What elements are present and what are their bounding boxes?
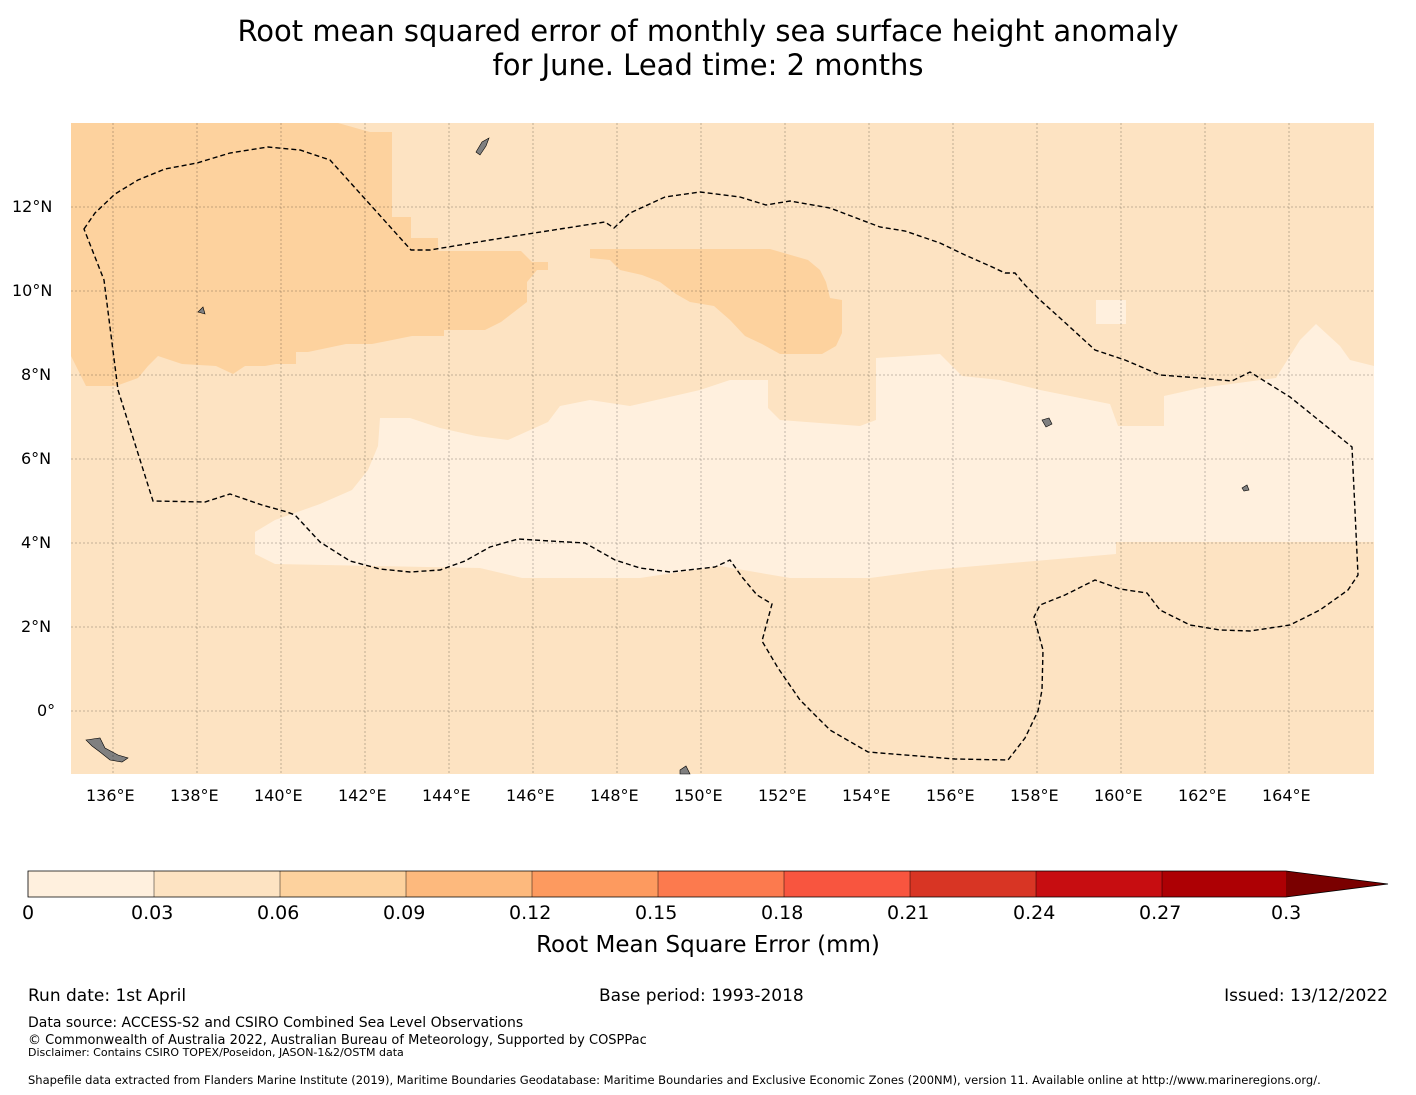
colorbar-tick-0.06: 0.06 — [257, 902, 300, 924]
field-low-region — [255, 324, 1374, 578]
colorbar-segment-0 — [28, 871, 154, 897]
colorbar — [27, 870, 1389, 898]
colorbar-segment-8 — [1036, 871, 1162, 897]
guam-island — [475, 137, 490, 156]
chuuk-islands — [1041, 417, 1053, 428]
lon-label-150e: 150°E — [674, 786, 723, 805]
eez-boundary — [83, 146, 1359, 761]
colorbar-segment-7 — [910, 871, 1036, 897]
lon-label-156e: 156°E — [926, 786, 975, 805]
colorbar-tick-0.03: 0.03 — [131, 902, 174, 924]
lon-label-146e: 146°E — [506, 786, 555, 805]
lat-label-6n: 6°N — [21, 449, 52, 468]
colorbar-tick-0.24: 0.24 — [1013, 902, 1056, 924]
colorbar-tick-0.3: 0.3 — [1271, 902, 1302, 924]
title-line-2: for June. Lead time: 2 months — [492, 48, 924, 82]
issued-date: Issued: 13/12/2022 — [1224, 986, 1388, 1006]
rmse-map — [71, 123, 1374, 775]
graticule — [71, 123, 1374, 774]
colorbar-label: Root Mean Square Error (mm) — [536, 932, 880, 958]
colorbar-tick-0.18: 0.18 — [761, 902, 804, 924]
colorbar-tick-0.27: 0.27 — [1139, 902, 1182, 924]
lon-label-138e: 138°E — [170, 786, 219, 805]
lon-label-152e: 152°E — [758, 786, 807, 805]
colorbar-segment-6 — [784, 871, 910, 897]
colorbar-segment-2 — [280, 871, 406, 897]
lon-label-154e: 154°E — [842, 786, 891, 805]
lat-label-8n: 8°N — [21, 365, 52, 384]
title-line-1: Root mean squared error of monthly sea s… — [237, 14, 1179, 48]
lat-label-0: 0° — [37, 701, 56, 720]
colorbar-segment-5 — [658, 871, 784, 897]
colorbar-segment-4 — [532, 871, 658, 897]
rmse-field — [71, 123, 1374, 774]
lat-label-10n: 10°N — [12, 281, 53, 300]
lon-label-136e: 136°E — [86, 786, 135, 805]
lon-label-148e: 148°E — [590, 786, 639, 805]
lon-label-158e: 158°E — [1010, 786, 1059, 805]
colorbar-tick-0.21: 0.21 — [887, 902, 930, 924]
lat-label-4n: 4°N — [21, 533, 52, 552]
lon-label-142e: 142°E — [338, 786, 387, 805]
colorbar-outline — [27, 870, 1389, 898]
field-low-patch — [1096, 300, 1126, 324]
yap-island — [197, 306, 206, 315]
kosrae-island — [1241, 484, 1250, 492]
lon-label-140e: 140°E — [254, 786, 303, 805]
lon-label-160e: 160°E — [1094, 786, 1143, 805]
lon-label-162e: 162°E — [1178, 786, 1227, 805]
colorbar-tick-0: 0 — [22, 902, 35, 924]
colorbar-tick-0.12: 0.12 — [509, 902, 552, 924]
land-masses — [85, 137, 1250, 775]
data-source: Data source: ACCESS-S2 and CSIRO Combine… — [28, 1015, 524, 1031]
field-high-region-west — [71, 123, 548, 386]
copyright: © Commonwealth of Australia 2022, Austra… — [28, 1033, 647, 1048]
colorbar-segment-3 — [406, 871, 532, 897]
new-guinea-islands — [85, 737, 129, 763]
island-fragment-south — [679, 765, 691, 775]
colorbar-tick-0.09: 0.09 — [383, 902, 426, 924]
lon-label-144e: 144°E — [422, 786, 471, 805]
colorbar-extend-arrow — [1286, 871, 1388, 897]
lon-label-164e: 164°E — [1262, 786, 1311, 805]
map-title: Root mean squared error of monthly sea s… — [0, 14, 1416, 82]
shapefile-credit: Shapefile data extracted from Flanders M… — [28, 1073, 1321, 1087]
lat-label-2n: 2°N — [21, 617, 52, 636]
run-date: Run date: 1st April — [28, 986, 187, 1006]
disclaimer: Disclaimer: Contains CSIRO TOPEX/Poseido… — [28, 1046, 404, 1059]
lat-label-12n: 12°N — [12, 197, 53, 216]
colorbar-dividers — [153, 871, 1163, 897]
colorbar-segment-9 — [1162, 871, 1286, 897]
colorbar-tick-0.15: 0.15 — [635, 902, 678, 924]
base-period: Base period: 1993-2018 — [599, 986, 804, 1006]
colorbar-segment-1 — [154, 871, 280, 897]
field-high-region-central — [590, 249, 842, 354]
